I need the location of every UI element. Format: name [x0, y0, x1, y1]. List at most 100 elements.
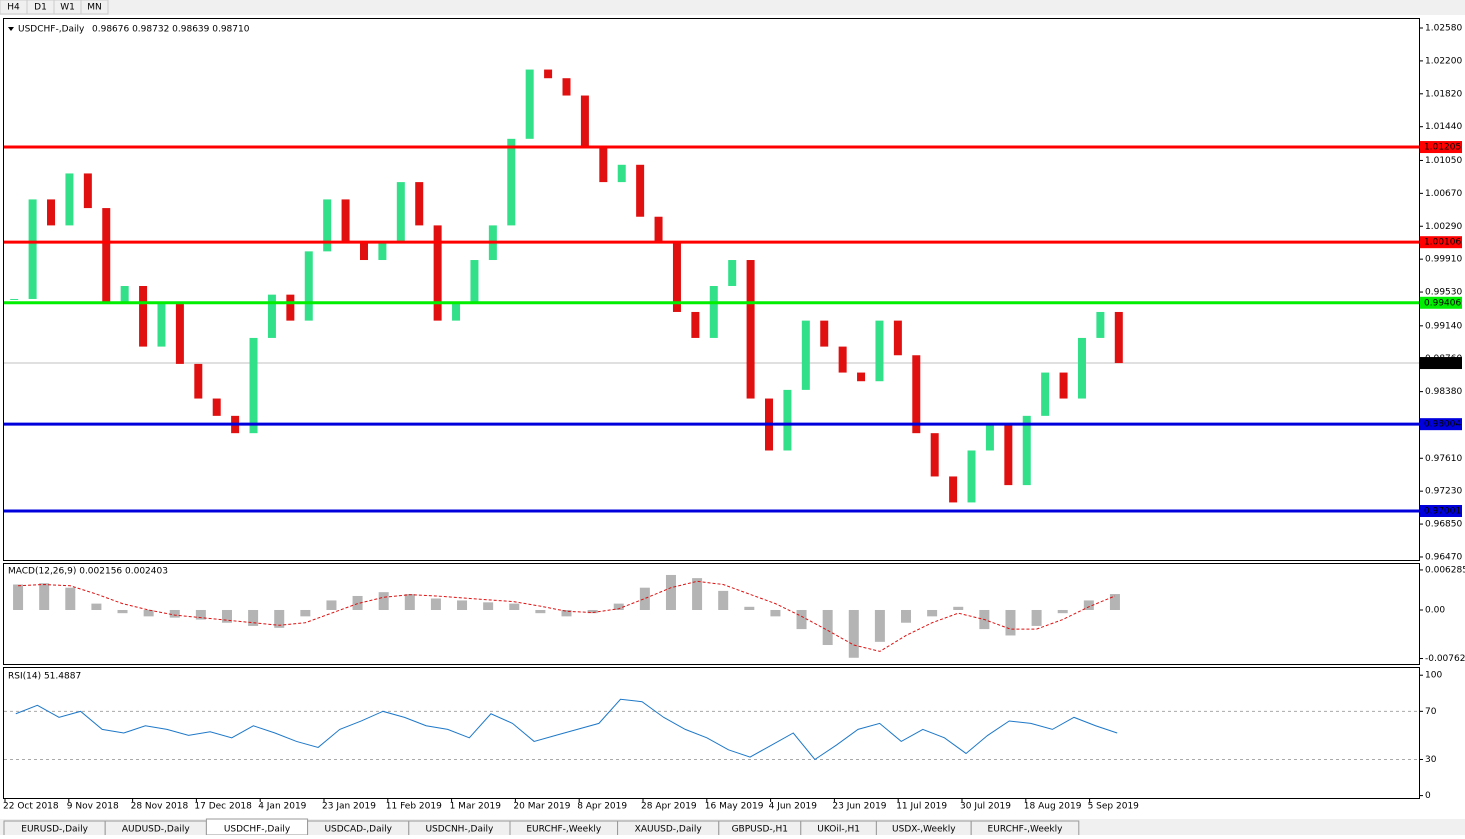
symbol-tab-label: XAUUSD-,Daily [635, 825, 703, 835]
candle [544, 69, 553, 79]
candle [1114, 311, 1123, 364]
macd-bar [770, 609, 781, 617]
candle [157, 303, 166, 347]
rsi-line [15, 698, 1118, 761]
timeframe-label: W1 [60, 3, 75, 13]
symbol-tab-label: GBPUSD-,H1 [732, 825, 788, 835]
macd-bar [378, 592, 389, 610]
macd-bar [404, 594, 415, 610]
x-tick-label: 5 Sep 2019 [1088, 802, 1140, 812]
candle [194, 363, 203, 399]
candle [1077, 337, 1086, 399]
macd-bar [117, 609, 128, 614]
chart-title: USDCHF-,Daily [18, 25, 85, 35]
candle [433, 225, 442, 321]
macd-panel [3, 563, 1420, 665]
x-tick-label: 4 Jun 2019 [769, 802, 818, 812]
candle [507, 138, 516, 226]
macd-bar [639, 587, 650, 610]
price-panel [3, 18, 1420, 561]
y-tick-label: 0.96850 [1425, 520, 1462, 530]
x-tick-label: 23 Jan 2019 [322, 802, 376, 812]
macd-bar [39, 583, 50, 610]
x-tick-label: 4 Jan 2019 [258, 802, 306, 812]
y-tick-label: 0.00 [1425, 605, 1445, 615]
candle [10, 298, 19, 300]
y-tick-label: 1.02200 [1425, 56, 1462, 66]
y-tick-label: 70 [1425, 707, 1437, 717]
macd-bar [300, 609, 311, 617]
candle [341, 199, 350, 243]
candle [525, 69, 534, 139]
x-tick-label: 18 Aug 2019 [1024, 802, 1082, 812]
symbol-tab-label: USDCNH-,Daily [425, 825, 494, 835]
x-tick-label: 8 Apr 2019 [577, 802, 627, 812]
candle [654, 216, 663, 243]
level-tag [1420, 418, 1462, 431]
y-tick-label: 1.01820 [1425, 89, 1462, 99]
macd-bar [1109, 594, 1120, 610]
y-tick-label: 0.97610 [1425, 454, 1462, 464]
macd-bar [692, 578, 703, 610]
current-label: 0.98710 [1424, 359, 1461, 369]
x-tick-label: 11 Jul 2019 [896, 802, 947, 812]
macd-bar [483, 602, 494, 610]
macd-bar [561, 609, 572, 617]
macd-bar [1005, 609, 1016, 636]
candle [801, 320, 810, 390]
symbol-tab-label: EURCHF-,Weekly [526, 825, 602, 835]
candle [672, 242, 681, 312]
candle [415, 182, 424, 226]
candle [893, 320, 902, 356]
y-tick-label: 0.98380 [1425, 387, 1462, 397]
macd-bar [169, 609, 180, 618]
x-tick-label: 22 Oct 2018 [3, 802, 59, 812]
macd-bar [195, 609, 206, 620]
macd-bar [901, 609, 912, 623]
y-tick-label: 0.99530 [1425, 288, 1462, 298]
candle [617, 164, 626, 183]
macd-bar [274, 609, 285, 628]
rsi-title: RSI(14) 51.4887 [8, 672, 81, 682]
macd-bar [430, 598, 441, 610]
x-tick-label: 17 Dec 2018 [194, 802, 252, 812]
x-tick-label: 28 Nov 2018 [131, 802, 189, 812]
macd-bar [718, 590, 729, 610]
y-tick-label: 30 [1425, 755, 1437, 765]
candle [378, 242, 387, 261]
candle [636, 164, 645, 217]
macd-bar [587, 609, 598, 614]
timeframe-bar [0, 0, 1465, 15]
level-tag [1420, 296, 1462, 309]
candle [949, 476, 958, 503]
y-tick-label: 0.006285 [1425, 565, 1465, 575]
y-tick-label: 1.01440 [1425, 122, 1462, 132]
x-tick-label: 16 May 2019 [705, 802, 764, 812]
candle [83, 173, 92, 209]
level-label: 0.98004 [1424, 420, 1461, 430]
macd-bar [1083, 600, 1094, 610]
candle [120, 285, 129, 304]
candle [1096, 311, 1105, 338]
candle [1004, 424, 1013, 486]
candle [691, 311, 700, 338]
candle [820, 320, 829, 347]
ohlc-text: 0.98676 0.98732 0.98639 0.98710 [92, 25, 250, 35]
macd-bar [13, 584, 24, 610]
candle [452, 303, 461, 321]
candle [746, 260, 755, 399]
candle [838, 346, 847, 373]
macd-bar [248, 609, 259, 626]
candle [967, 450, 976, 503]
candle [139, 285, 148, 347]
symbol-tab-label: USDCAD-,Daily [324, 825, 392, 835]
macd-bar [535, 609, 546, 614]
candle [599, 147, 608, 183]
candle [286, 294, 295, 321]
level-tag [1420, 504, 1462, 517]
candle [912, 355, 921, 434]
candle [249, 337, 258, 434]
macd-bar [143, 609, 154, 617]
timeframe-button[interactable] [80, 0, 109, 15]
